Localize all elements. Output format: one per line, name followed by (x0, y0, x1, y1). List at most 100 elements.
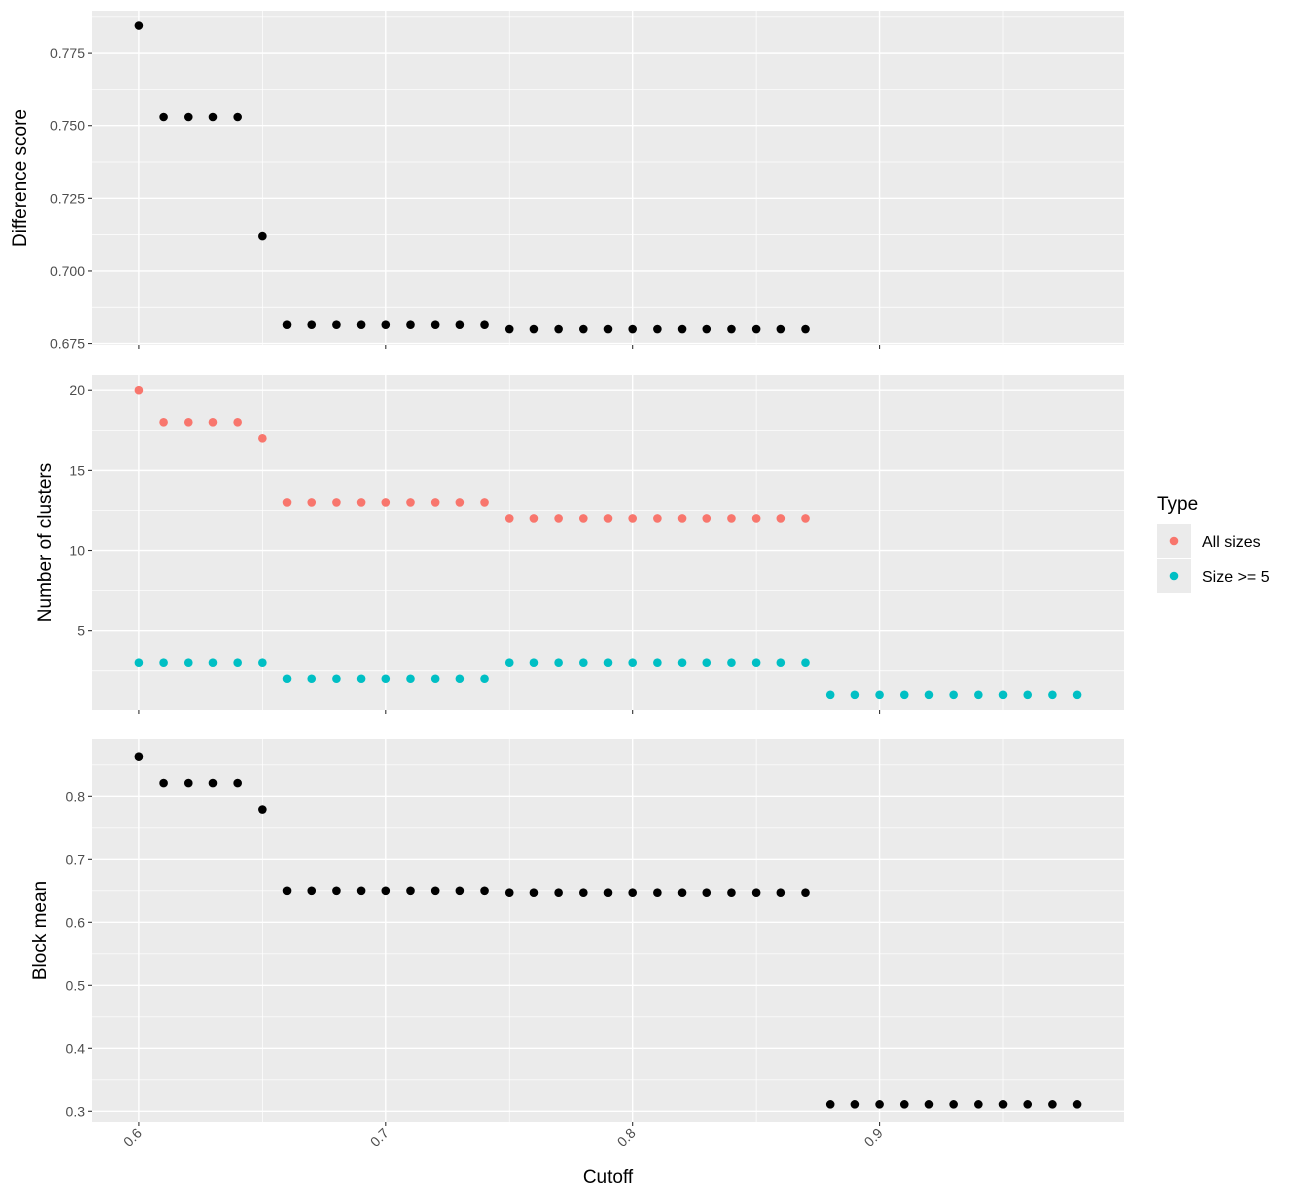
data-point (504, 888, 514, 898)
y-tick-label: 0.725 (50, 190, 85, 206)
data-point (776, 324, 786, 334)
data-point (381, 886, 391, 896)
data-point (356, 498, 366, 507)
data-point (480, 886, 489, 896)
y-axis-title: Number of clusters (35, 463, 56, 622)
data-point (579, 324, 588, 334)
data-point (554, 324, 563, 334)
data-point (899, 1100, 909, 1109)
data-point (628, 658, 637, 668)
data-point (480, 498, 489, 507)
data-point (702, 888, 712, 898)
data-point (430, 674, 440, 684)
data-point (307, 886, 317, 896)
data-point (776, 888, 786, 898)
data-point (455, 320, 465, 329)
data-point (1072, 690, 1082, 700)
data-point (406, 320, 415, 329)
data-point (258, 658, 267, 668)
data-point (183, 417, 193, 427)
data-point (430, 886, 440, 896)
data-point (554, 658, 563, 668)
panel-background (92, 739, 1124, 1122)
y-tick-label: 0.4 (66, 1040, 86, 1056)
data-point (134, 658, 144, 668)
y-tick-label: 5 (77, 623, 85, 639)
data-point (579, 888, 588, 898)
legend-label: All sizes (1202, 534, 1261, 551)
data-point (751, 324, 761, 334)
data-point (504, 324, 514, 334)
data-point (677, 658, 687, 668)
data-point (603, 324, 613, 334)
data-point (504, 514, 514, 523)
data-point (134, 21, 144, 30)
data-point (727, 324, 736, 334)
data-point (702, 514, 712, 523)
data-point (825, 1100, 835, 1109)
data-point (801, 658, 810, 668)
data-point (332, 674, 341, 684)
data-point (183, 778, 193, 788)
data-point (579, 658, 588, 668)
data-point (258, 434, 267, 443)
data-point (332, 886, 341, 896)
data-point (628, 888, 637, 898)
data-point (603, 658, 613, 668)
data-point (1048, 690, 1057, 700)
x-tick-label: 0.7 (367, 1125, 392, 1150)
x-axis-title: Cutoff (583, 1167, 634, 1188)
y-tick-label: 0.750 (50, 118, 85, 134)
data-point (258, 231, 267, 241)
data-point (801, 888, 810, 898)
data-point (381, 320, 391, 329)
data-point (134, 385, 144, 395)
data-point (258, 805, 267, 814)
data-point (653, 324, 662, 334)
data-point (233, 778, 242, 788)
data-point (356, 674, 366, 684)
data-point (801, 324, 810, 334)
y-axis-title: Block mean (30, 881, 51, 980)
data-point (332, 320, 341, 329)
y-tick-label: 0.8 (66, 788, 86, 804)
data-point (430, 320, 440, 329)
data-point (825, 690, 835, 700)
data-point (1023, 1100, 1033, 1109)
data-point (924, 690, 934, 700)
legend-label: Size >= 5 (1202, 569, 1270, 586)
data-point (233, 417, 242, 427)
data-point (974, 1100, 983, 1109)
x-tick-label: 0.8 (614, 1125, 639, 1150)
y-tick-label: 0.3 (66, 1103, 86, 1119)
data-point (282, 886, 292, 896)
data-point (208, 658, 218, 668)
data-point (603, 888, 613, 898)
y-tick-label: 10 (69, 543, 85, 559)
data-point (356, 886, 366, 896)
data-point (208, 778, 218, 788)
data-point (455, 674, 465, 684)
legend-swatch (1169, 536, 1179, 546)
data-point (332, 498, 341, 507)
data-point (899, 690, 909, 700)
data-point (653, 888, 662, 898)
data-point (480, 320, 489, 329)
data-point (751, 888, 761, 898)
data-point (307, 320, 317, 329)
data-point (974, 690, 983, 700)
data-point (406, 886, 415, 896)
data-point (529, 658, 539, 668)
y-tick-label: 0.5 (66, 977, 86, 993)
data-point (1072, 1100, 1082, 1109)
data-point (356, 320, 366, 329)
data-point (998, 1100, 1008, 1109)
data-point (727, 514, 736, 523)
data-point (776, 514, 786, 523)
y-tick-label: 0.775 (50, 45, 85, 61)
legend-swatch (1169, 571, 1179, 581)
x-tick-label: 0.6 (120, 1125, 145, 1150)
data-point (677, 514, 687, 523)
data-point (208, 417, 218, 427)
